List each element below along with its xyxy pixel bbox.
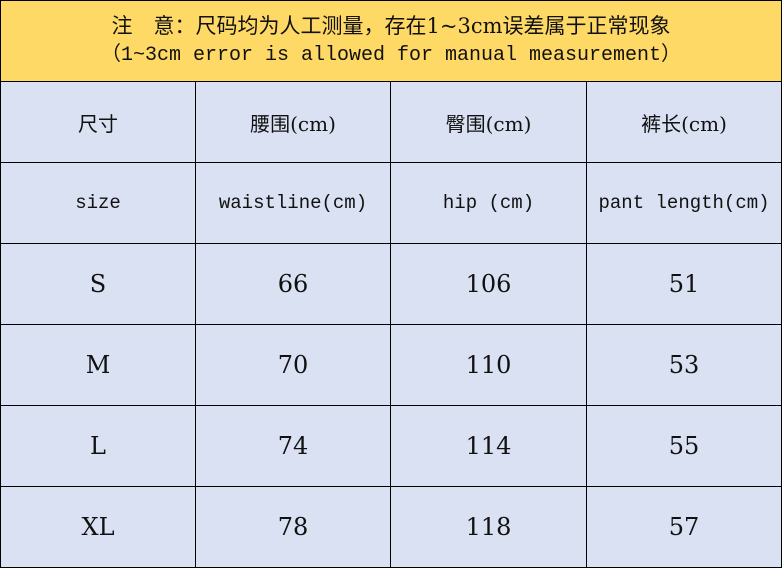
- length-cell: 53: [585, 324, 782, 406]
- header-cell: 腰围(cm): [195, 81, 391, 163]
- size-cell: S: [0, 243, 196, 325]
- waist-cell: 66: [195, 243, 391, 325]
- table-row: XL 78 118 57: [0, 486, 782, 568]
- header-cell: 裤长(cm): [585, 81, 782, 163]
- header-cell: pant length(cm): [585, 162, 782, 244]
- size-cell: XL: [0, 486, 196, 568]
- note-row: 注 意：尺码均为人工测量，存在1~3cm误差属于正常现象 （1~3cm erro…: [0, 0, 782, 82]
- header-cell: hip (cm): [390, 162, 587, 244]
- note-chinese: 注 意：尺码均为人工测量，存在1~3cm误差属于正常现象: [111, 14, 671, 38]
- length-cell: 51: [585, 243, 782, 325]
- waist-cell: 74: [195, 405, 391, 487]
- waist-cell: 78: [195, 486, 391, 568]
- header-row-english: size waistline(cm) hip (cm) pant length(…: [0, 162, 782, 244]
- size-cell: M: [0, 324, 196, 406]
- note-english: （1~3cm error is allowed for manual measu…: [100, 44, 682, 67]
- hip-cell: 106: [390, 243, 587, 325]
- table-row: M 70 110 53: [0, 324, 782, 406]
- header-cell: waistline(cm): [195, 162, 391, 244]
- hip-cell: 110: [390, 324, 587, 406]
- hip-cell: 118: [390, 486, 587, 568]
- table-row: S 66 106 51: [0, 243, 782, 325]
- length-cell: 55: [585, 405, 782, 487]
- waist-cell: 70: [195, 324, 391, 406]
- size-cell: L: [0, 405, 196, 487]
- measurement-note: 注 意：尺码均为人工测量，存在1~3cm误差属于正常现象 （1~3cm erro…: [0, 0, 782, 82]
- table-row: L 74 114 55: [0, 405, 782, 487]
- length-cell: 57: [585, 486, 782, 568]
- header-cell: 尺寸: [0, 81, 196, 163]
- header-cell: 臀围(cm): [390, 81, 587, 163]
- header-row-chinese: 尺寸 腰围(cm) 臀围(cm) 裤长(cm): [0, 81, 782, 163]
- header-cell: size: [0, 162, 196, 244]
- hip-cell: 114: [390, 405, 587, 487]
